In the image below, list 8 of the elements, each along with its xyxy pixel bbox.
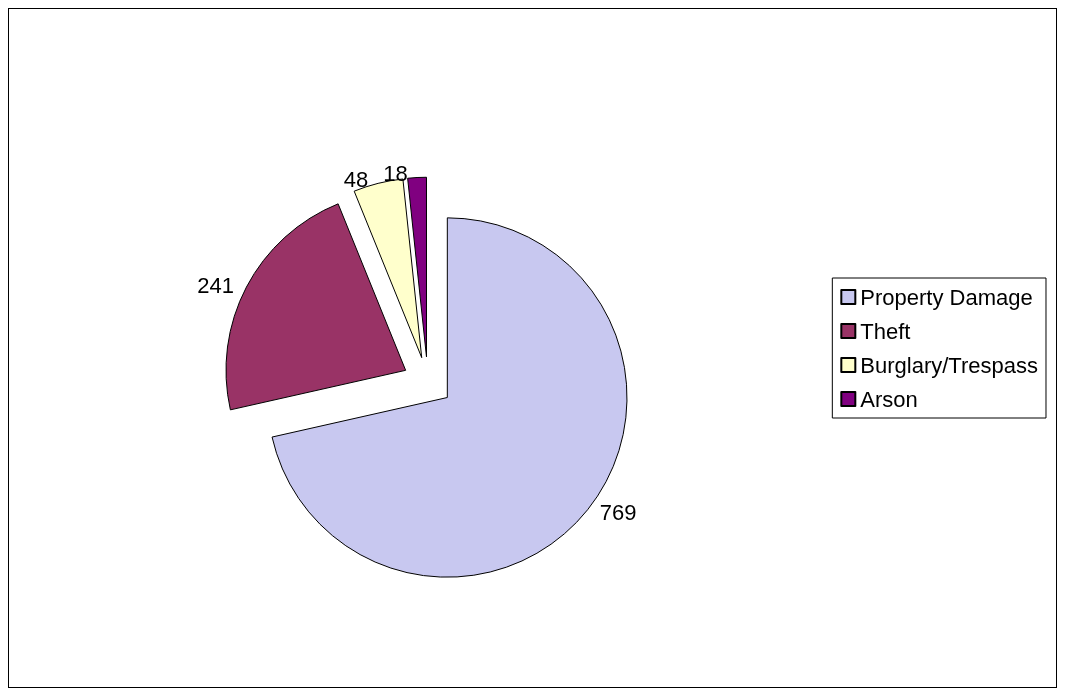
data-label: 769: [599, 499, 637, 525]
data-label: 48: [343, 166, 369, 192]
data-label: 18: [383, 161, 408, 187]
legend-label: Theft: [860, 318, 911, 344]
legend-label: Burglary/Trespass: [860, 352, 1038, 378]
data-label: 241: [197, 272, 234, 298]
legend-label: Arson: [860, 386, 918, 412]
legend-label: Property Damage: [860, 284, 1033, 310]
